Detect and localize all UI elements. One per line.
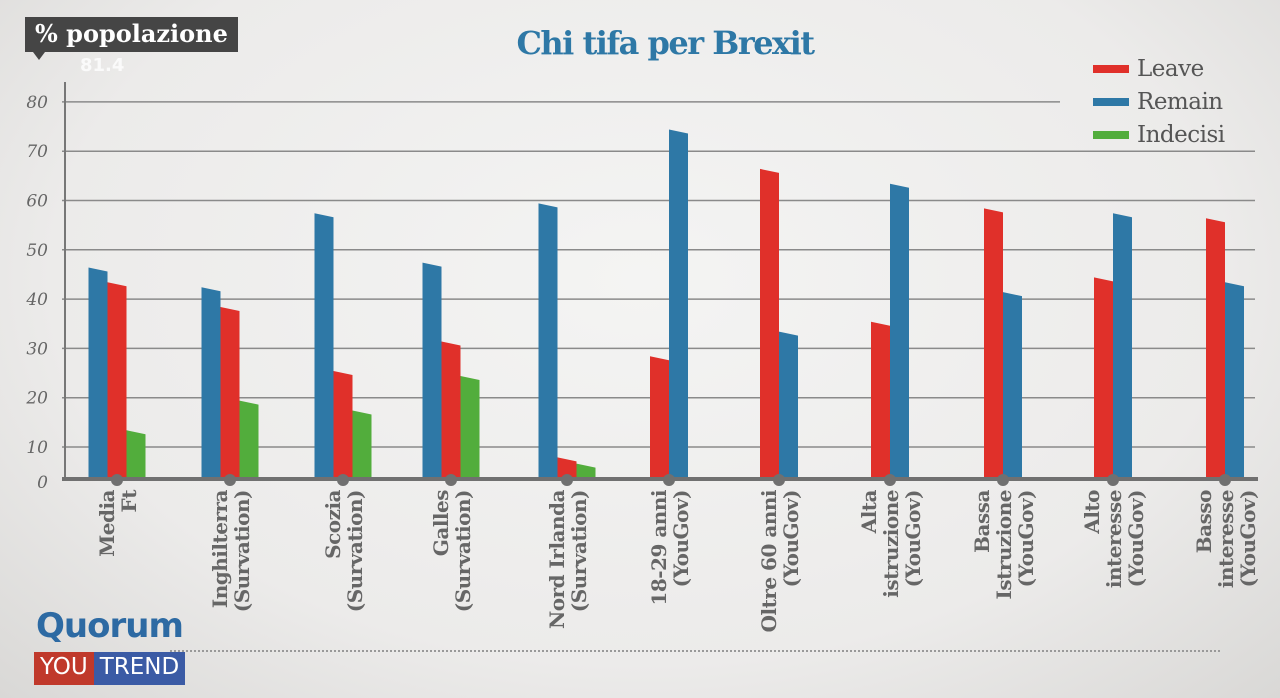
legend-item-leave: Leave	[1093, 52, 1225, 85]
bar-remain	[1225, 282, 1244, 478]
quorum-logo: Quorum	[36, 606, 184, 646]
x-tick-label-line: Alto	[1080, 490, 1104, 534]
legend-swatch	[1093, 64, 1129, 73]
x-tick-label-line: (Survation)	[567, 490, 591, 613]
x-tick-label: Scozia (Survation)	[321, 490, 382, 650]
bar-indecisi	[576, 463, 596, 478]
y-tick-label: 10	[26, 438, 48, 458]
bar-remain	[88, 267, 108, 478]
bar-leave	[1206, 218, 1225, 478]
y-tick-label: 40	[25, 290, 48, 310]
bar-leave	[557, 457, 577, 478]
y-tick-label: 20	[25, 389, 48, 409]
x-tick-label-line: Basso	[1192, 490, 1216, 554]
x-tick-label-line: Istruzione	[992, 490, 1016, 600]
bar-leave	[760, 168, 779, 479]
x-tick-label: Inghilterra (Survation)	[208, 490, 269, 650]
bar-remain	[779, 331, 798, 478]
chart-title: Chi tifa per Brexit	[516, 24, 815, 62]
x-tick-label-line: 18-29 anni	[647, 490, 671, 606]
x-tick-label-line: Nord Irlanda	[545, 490, 569, 630]
legend-label: Remain	[1137, 88, 1223, 115]
bar-indecisi	[460, 375, 480, 478]
bar-leave	[441, 341, 461, 478]
y-tick-label: 30	[26, 339, 48, 359]
y-tick-label: 50	[26, 241, 48, 261]
bar-remain	[201, 287, 221, 478]
bar-remain	[314, 213, 334, 479]
y-tick-label: 0	[37, 473, 48, 493]
y-axis-unit-badge: % popolazione	[25, 17, 238, 60]
bar-indecisi	[352, 410, 372, 478]
x-tick-label-line: (Survation)	[343, 490, 367, 613]
x-tick-label-line: (YouGov)	[1236, 490, 1260, 588]
x-tick-label: Bassa Istruzione (YouGov)	[970, 490, 1038, 650]
x-tick-label: Alto interesse (YouGov)	[1080, 490, 1148, 650]
x-tick-label: 18-29 anni (YouGov)	[647, 490, 708, 650]
y-tick-label: 70	[26, 142, 48, 162]
x-tick-label: Basso interesse (YouGov)	[1192, 490, 1260, 650]
bar-remain	[890, 183, 909, 478]
legend-label: Indecisi	[1137, 121, 1225, 148]
legend-item-remain: Remain	[1093, 85, 1225, 118]
x-tick-label-line: (YouGov)	[901, 490, 925, 588]
x-tick-label-line: (YouGov)	[669, 490, 693, 588]
bar-leave	[107, 282, 127, 478]
x-tick-label-line: Oltre 60 anni	[757, 490, 781, 633]
x-tick-label: Oltre 60 anni (YouGov)	[757, 490, 818, 650]
x-tick-label-line: Bassa	[970, 490, 994, 553]
x-tick-label: Nord Irlanda (Survation)	[545, 490, 606, 650]
ghost-value: 81.4	[80, 55, 125, 76]
x-tick-label-line: (Survation)	[230, 490, 254, 613]
x-tick-label: Galles (Survation)	[429, 490, 490, 650]
x-tick-label-line: interesse	[1214, 490, 1238, 589]
x-tick-label-line: interesse	[1102, 490, 1126, 589]
bar-remain	[669, 129, 688, 479]
bar-leave	[650, 356, 669, 478]
legend: Leave Remain Indecisi	[1093, 52, 1225, 151]
bar-indecisi	[126, 430, 146, 478]
dotted-divider	[170, 650, 1220, 652]
bar-leave	[871, 321, 890, 478]
bar-remain	[1003, 292, 1022, 478]
bar-remain	[538, 203, 558, 478]
x-tick-label-line: Scozia	[321, 490, 345, 559]
x-tick-label-line: istruzione	[879, 490, 903, 598]
bar-leave	[984, 208, 1003, 479]
legend-swatch	[1093, 97, 1129, 106]
logo-you: YOU	[34, 652, 94, 685]
x-tick-label-line: (YouGov)	[1124, 490, 1148, 588]
x-tick-label-line: Inghilterra	[208, 490, 232, 609]
y-tick-label: 60	[26, 192, 48, 212]
y-tick-label: 80	[26, 93, 48, 113]
x-tick-label-line: (YouGov)	[1014, 490, 1038, 588]
bar-leave	[1094, 277, 1113, 478]
x-tick-label-line: Alta	[857, 490, 881, 534]
bar-remain	[422, 262, 442, 478]
legend-item-indecisi: Indecisi	[1093, 118, 1225, 151]
bar-remain	[1113, 213, 1132, 479]
logo-trend: TREND	[93, 652, 186, 685]
x-tick-label-line: (Survation)	[451, 490, 475, 613]
legend-swatch	[1093, 130, 1129, 139]
bar-leave	[333, 371, 353, 478]
x-tick-label-line: Galles	[429, 490, 453, 557]
youtrend-logo: YOU TREND	[34, 652, 186, 685]
bar-indecisi	[239, 400, 259, 478]
x-tick-label: Alta istruzione (YouGov)	[857, 490, 925, 650]
bar-leave	[220, 306, 240, 478]
x-tick-label-line: (YouGov)	[779, 490, 803, 588]
legend-label: Leave	[1137, 55, 1204, 82]
